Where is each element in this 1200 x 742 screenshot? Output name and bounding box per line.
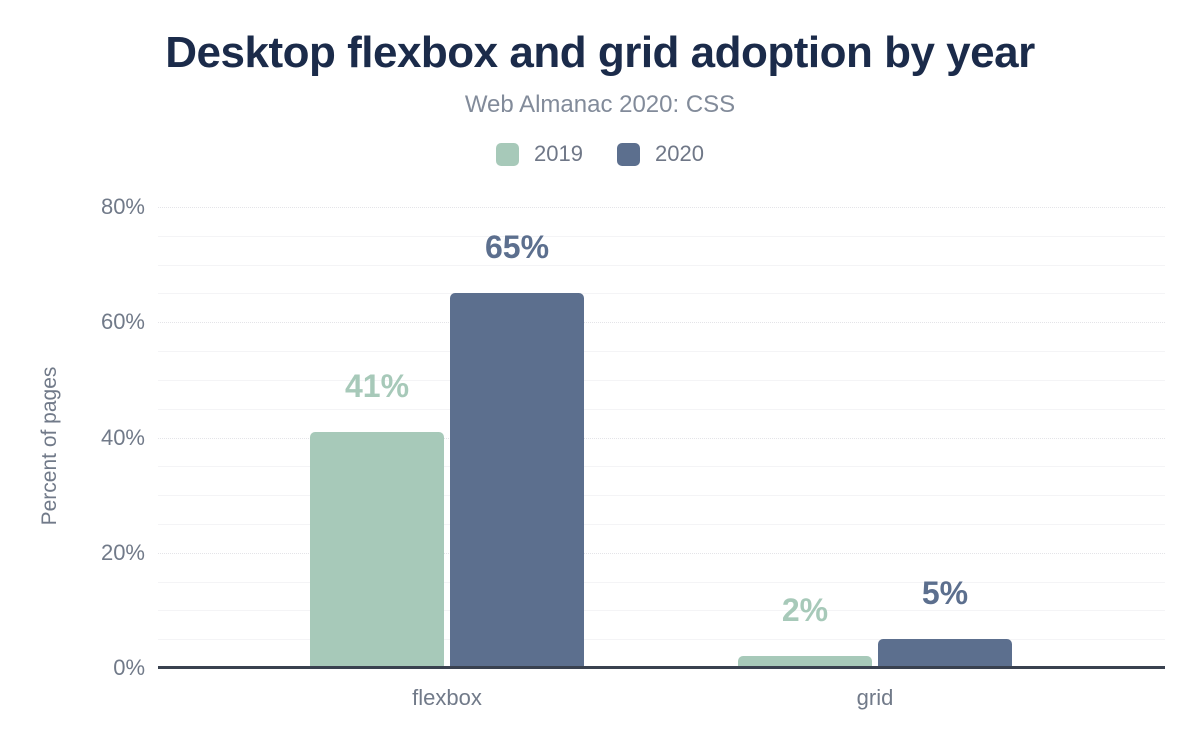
gridline-minor [158,610,1165,612]
bar-2019-flexbox [310,431,444,668]
gridline-minor [158,639,1165,641]
bar-value-label-2019-flexbox: 41% [344,367,410,404]
gridline-major [158,207,1165,208]
gridline-minor [158,264,1165,266]
y-tick-label: 20% [100,539,145,565]
bar-value-label-2020-grid: 5% [921,575,969,612]
x-axis-line [158,666,1165,669]
bar-2020-grid [878,639,1012,668]
legend-swatch-2019 [496,142,520,166]
bar-2019-grid [738,656,872,668]
y-tick-label: 0% [113,655,145,680]
bar-2020-flexbox [450,293,584,668]
bar-value-label-2019-grid: 2% [781,592,829,629]
gridline-minor [158,581,1165,583]
y-tick-label: 60% [100,309,145,335]
gridline-major [158,552,1165,554]
gridline-major [158,322,1165,324]
x-category-label-grid: grid [856,685,894,710]
bar-value-label-2020-flexbox: 65% [484,229,550,266]
gridline-minor [158,495,1165,497]
gridline-minor [158,523,1165,525]
gridline-minor [158,351,1165,353]
gridline-major [158,437,1165,439]
legend: 2019 2020 [0,141,1200,167]
gridline-minor [158,235,1165,237]
x-category-label-flexbox: flexbox [412,685,482,710]
chart-subtitle: Web Almanac 2020: CSS [464,91,736,118]
gridline-minor [158,408,1165,410]
legend-item-2019: 2019 [496,141,583,167]
gridline-minor [158,466,1165,468]
y-tick-label: 40% [100,424,145,450]
y-tick-label: 80% [100,194,145,219]
legend-label-2019: 2019 [534,141,583,166]
legend-item-2020: 2020 [617,141,704,167]
gridline-minor [158,379,1165,381]
legend-label-2020: 2020 [655,141,704,166]
chart-title: Desktop flexbox and grid adoption by yea… [165,28,1035,77]
gridline-minor [158,293,1165,295]
legend-swatch-2020 [617,142,640,166]
